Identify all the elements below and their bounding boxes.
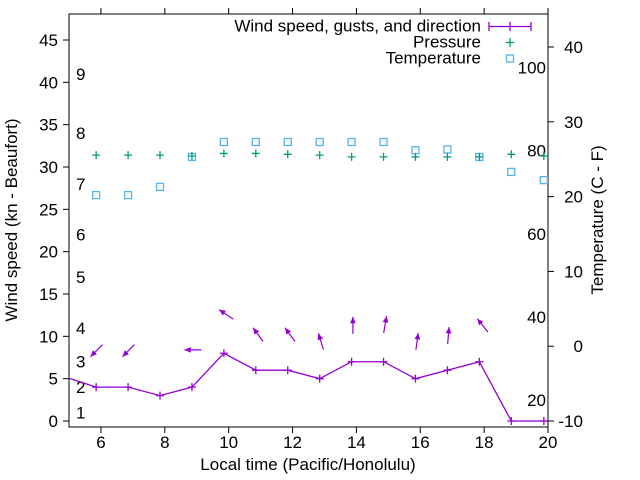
- svg-text:60: 60: [527, 225, 546, 244]
- svg-text:1: 1: [76, 404, 85, 423]
- legend: Wind speed, gusts, and direction Pressur…: [234, 17, 532, 68]
- legend-label-temperature: Temperature: [386, 49, 481, 68]
- svg-text:7: 7: [76, 175, 85, 194]
- svg-text:10: 10: [39, 327, 58, 346]
- wind-speed-series: [68, 349, 548, 425]
- legend-glyphs: [488, 22, 532, 63]
- svg-text:3: 3: [76, 353, 85, 372]
- svg-text:8: 8: [76, 124, 85, 143]
- svg-text:80: 80: [527, 142, 546, 161]
- svg-text:18: 18: [475, 433, 494, 452]
- fahrenheit-scale-labels: 20 40 60 80 100: [518, 59, 546, 410]
- plot-area: 6 8 10 12 14 16 18 2005101520253035404512345678…: [39, 8, 583, 452]
- svg-text:35: 35: [39, 116, 58, 135]
- svg-text:100: 100: [518, 59, 546, 78]
- svg-text:-10: -10: [558, 412, 583, 431]
- beaufort-scale-labels: 1 2 3 4 5 6 7 8 9: [76, 65, 85, 423]
- y-axis-label-right: Temperature (C - F): [588, 145, 607, 294]
- svg-text:25: 25: [39, 200, 58, 219]
- pressure-series: [92, 149, 548, 161]
- svg-text:20: 20: [527, 391, 546, 410]
- svg-text:6: 6: [76, 226, 85, 245]
- svg-text:10: 10: [219, 433, 238, 452]
- plot-border: [68, 13, 549, 428]
- x-axis-label: Local time (Pacific/Honolulu): [200, 455, 415, 474]
- y-axis-right-ticks: -10 0 10 20 30 40: [548, 38, 583, 431]
- svg-text:10: 10: [564, 262, 583, 281]
- svg-text:15: 15: [39, 285, 58, 304]
- svg-text:0: 0: [574, 337, 583, 356]
- svg-text:30: 30: [39, 158, 58, 177]
- svg-text:5: 5: [49, 370, 58, 389]
- y-axis-label-left: Wind speed (kn - Beaufort): [2, 118, 21, 321]
- svg-text:6: 6: [96, 433, 105, 452]
- svg-text:16: 16: [411, 433, 430, 452]
- svg-text:20: 20: [39, 243, 58, 262]
- svg-text:40: 40: [564, 38, 583, 57]
- svg-text:40: 40: [39, 73, 58, 92]
- svg-text:20: 20: [564, 188, 583, 207]
- legend-label-wind: Wind speed, gusts, and direction: [234, 17, 481, 36]
- svg-text:0: 0: [49, 412, 58, 431]
- legend-label-pressure: Pressure: [413, 33, 481, 52]
- svg-text:4: 4: [76, 319, 85, 338]
- svg-text:20: 20: [539, 433, 558, 452]
- svg-text:45: 45: [39, 31, 58, 50]
- y-axis-left-ticks: 0 5 10 15 20 25 30 35 40 45: [39, 31, 69, 431]
- svg-text:30: 30: [564, 113, 583, 132]
- svg-text:40: 40: [527, 308, 546, 327]
- wind-direction-arrows: [90, 309, 489, 358]
- svg-text:5: 5: [76, 268, 85, 287]
- svg-text:2: 2: [76, 378, 85, 397]
- x-axis-ticks: 6 8 10 12 14 16 18 20: [96, 8, 557, 452]
- svg-text:12: 12: [283, 433, 302, 452]
- temperature-series: [91, 137, 548, 200]
- svg-text:14: 14: [347, 433, 366, 452]
- svg-text:9: 9: [76, 65, 85, 84]
- svg-text:8: 8: [160, 433, 169, 452]
